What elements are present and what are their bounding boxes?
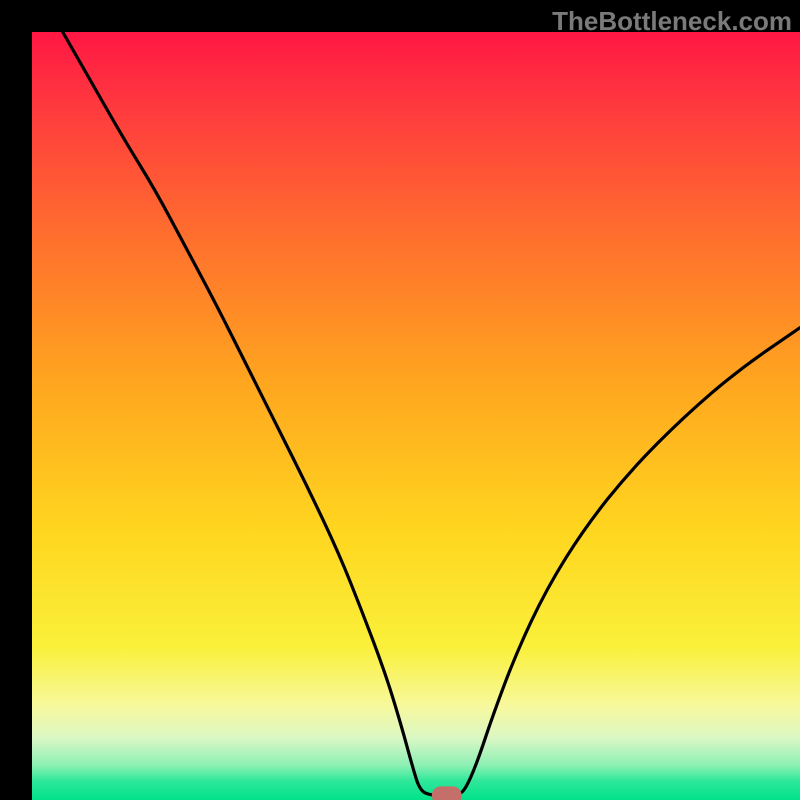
plot-area bbox=[32, 32, 800, 800]
chart-frame: TheBottleneck.com bbox=[0, 0, 800, 800]
watermark-text: TheBottleneck.com bbox=[552, 6, 792, 37]
optimal-point-marker bbox=[432, 786, 462, 800]
